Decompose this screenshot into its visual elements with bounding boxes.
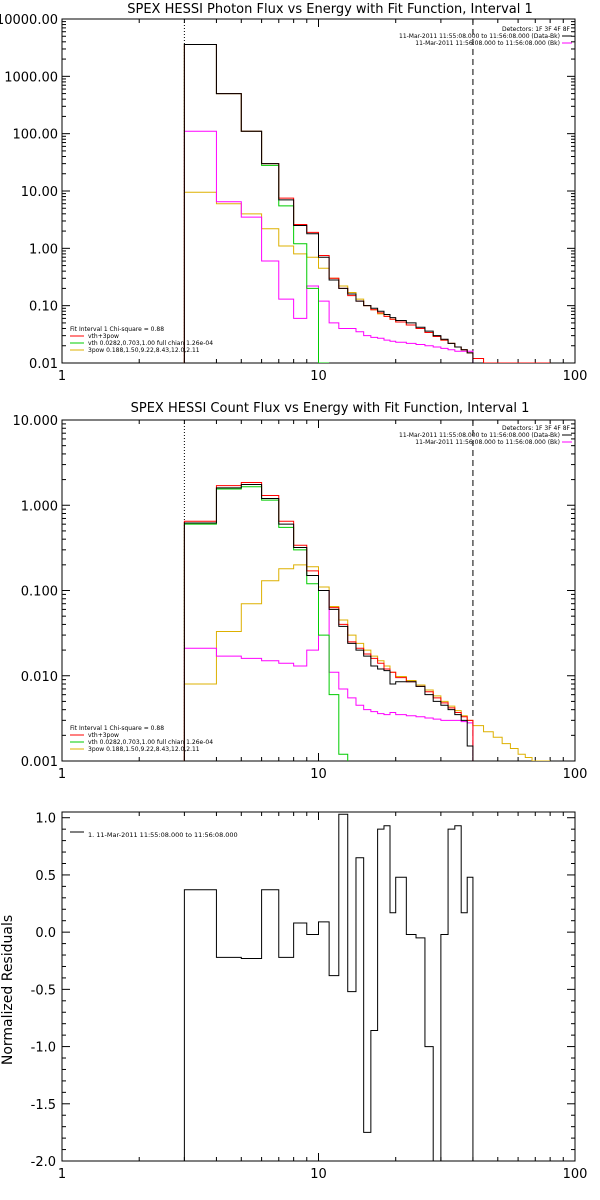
residuals-y-tick-label: 0.0 (35, 926, 56, 941)
photon-flux-y-tick-label: 0.10 (29, 300, 58, 315)
count-flux-header: Detectors: 1F 3F 4F 8F 11-Mar-2011 11:55… (399, 425, 571, 446)
photon-flux-y-tick-label: 0.01 (29, 357, 58, 372)
residuals-y-tick-label: -1.0 (31, 1041, 56, 1056)
count-flux-x-tick-label: 1 (58, 767, 66, 782)
photon-flux-legend-vth: vth 0.0282,0.703,1.00 full chian 1.26e-0… (88, 340, 213, 347)
residuals-series-residuals (183, 813, 474, 1161)
residuals-x-tick-label: 1 (58, 1167, 66, 1182)
residuals-legend-text: 1. 11-Mar-2011 11:55:08.000 to 11:56:08.… (88, 831, 238, 839)
photon-flux-y-tick-label: 1.00 (29, 242, 58, 257)
count-flux-y-tick-label: 10.000 (13, 414, 59, 429)
count-flux-x-tick-label: 10 (310, 767, 327, 782)
photon-flux-series-3pow-background (183, 130, 474, 363)
count-flux-data-interval-text: 11-Mar-2011 11:55:08.000 to 11:56:08.000… (399, 432, 560, 439)
photon-flux-detectors-text: Detectors: 1F 3F 4F 8F (502, 26, 571, 33)
photon-flux-series-data-bk (183, 43, 474, 363)
count-flux-series-data-bk (183, 484, 474, 761)
count-flux-legend: Fit Interval 1 Chi-square = 0.88 vth+3po… (70, 725, 213, 753)
photon-flux-y-tick-label: 100.00 (13, 128, 59, 143)
count-flux-legend-vth: vth 0.0282,0.703,1.00 full chian 1.26e-0… (88, 739, 213, 746)
count-flux-panel: SPEX HESSI Count Flux vs Energy with Fit… (13, 401, 588, 782)
residuals-y-tick-label: 1.0 (35, 812, 56, 827)
count-flux-x-tick-label: 100 (563, 767, 588, 782)
photon-flux-y-tick-label: 1000.00 (4, 70, 58, 85)
residuals-panel: Normalized Residuals 1 10 100 1.0 0.5 0.0 -0.5… (0, 811, 588, 1182)
count-flux-y-tick-label: 1.000 (21, 499, 58, 514)
count-flux-y-tick-label: 0.001 (21, 755, 58, 770)
count-flux-y-tick-label: 0.010 (21, 670, 58, 685)
count-flux-legend-total: vth+3pow (88, 732, 119, 739)
count-flux-legend-fit: Fit Interval 1 Chi-square = 0.88 (70, 725, 164, 732)
count-flux-series-3pow-background (183, 590, 474, 761)
photon-flux-legend: Fit Interval 1 Chi-square = 0.88 vth+3po… (70, 326, 213, 354)
photon-flux-legend-3pow: 3pow 0.188,1.50,9.22,8.43,12.0,2.11 (88, 347, 200, 354)
residuals-y-axis-label: Normalized Residuals (0, 915, 16, 1065)
count-flux-series-vth (183, 486, 349, 761)
count-flux-title: SPEX HESSI Count Flux vs Energy with Fit… (131, 401, 530, 416)
residuals-y-tick-label: -0.5 (31, 983, 56, 998)
count-flux-series-3pow (183, 564, 551, 761)
residuals-y-tick-label: -1.5 (31, 1098, 56, 1113)
photon-flux-plot-area: 1 10 100 10000.00 1000.00 100.00 10.00 1.00 0.10… (0, 13, 587, 384)
photon-flux-legend-total: vth+3pow (88, 333, 119, 340)
residuals-x-tick-label: 100 (563, 1167, 588, 1182)
photon-flux-x-tick-label: 100 (563, 369, 588, 384)
photon-flux-x-tick-label: 10 (310, 369, 327, 384)
photon-flux-x-tick-label: 1 (58, 369, 66, 384)
count-flux-y-tick-label: 0.100 (21, 585, 58, 600)
count-flux-series-vth-plus-3pow (183, 481, 474, 761)
count-flux-legend-3pow: 3pow 0.188,1.50,9.22,8.43,12.0,2.11 (88, 746, 200, 753)
count-flux-detectors-text: Detectors: 1F 3F 4F 8F (502, 425, 571, 432)
photon-flux-data-interval-text: 11-Mar-2011 11:55:08.000 to 11:56:08.000… (399, 33, 560, 40)
photon-flux-bk-interval-text: 11-Mar-2011 11:56:08.000 to 11:56:08.000… (415, 40, 560, 47)
count-flux-bk-interval-text: 11-Mar-2011 11:56:08.000 to 11:56:08.000… (415, 439, 560, 446)
photon-flux-panel: SPEX HESSI Photon Flux vs Energy with Fi… (0, 2, 587, 384)
photon-flux-title: SPEX HESSI Photon Flux vs Energy with Fi… (127, 2, 533, 17)
residuals-x-tick-label: 10 (310, 1167, 327, 1182)
residuals-plot-frame (61, 811, 576, 1162)
residuals-legend: 1. 11-Mar-2011 11:55:08.000 to 11:56:08.… (88, 831, 238, 839)
residuals-y-tick-label: -2.0 (31, 1155, 56, 1170)
photon-flux-header: Detectors: 1F 3F 4F 8F 11-Mar-2011 11:55… (399, 26, 571, 47)
residuals-plot-area: 1 10 100 1.0 0.5 0.0 -0.5 -1.0 -1.5 -2.0 (31, 812, 588, 1182)
photon-flux-series-3pow (183, 191, 551, 363)
count-flux-plot-area: 1 10 100 10.000 1.000 0.100 0.010 0.001 (13, 414, 588, 782)
photon-flux-legend-fit: Fit Interval 1 Chi-square = 0.88 (70, 326, 164, 333)
photon-flux-y-tick-label: 10000.00 (0, 13, 58, 28)
photon-flux-series-vth (183, 43, 330, 363)
residuals-y-tick-label: 0.5 (35, 869, 56, 884)
photon-flux-y-tick-label: 10.00 (21, 185, 58, 200)
